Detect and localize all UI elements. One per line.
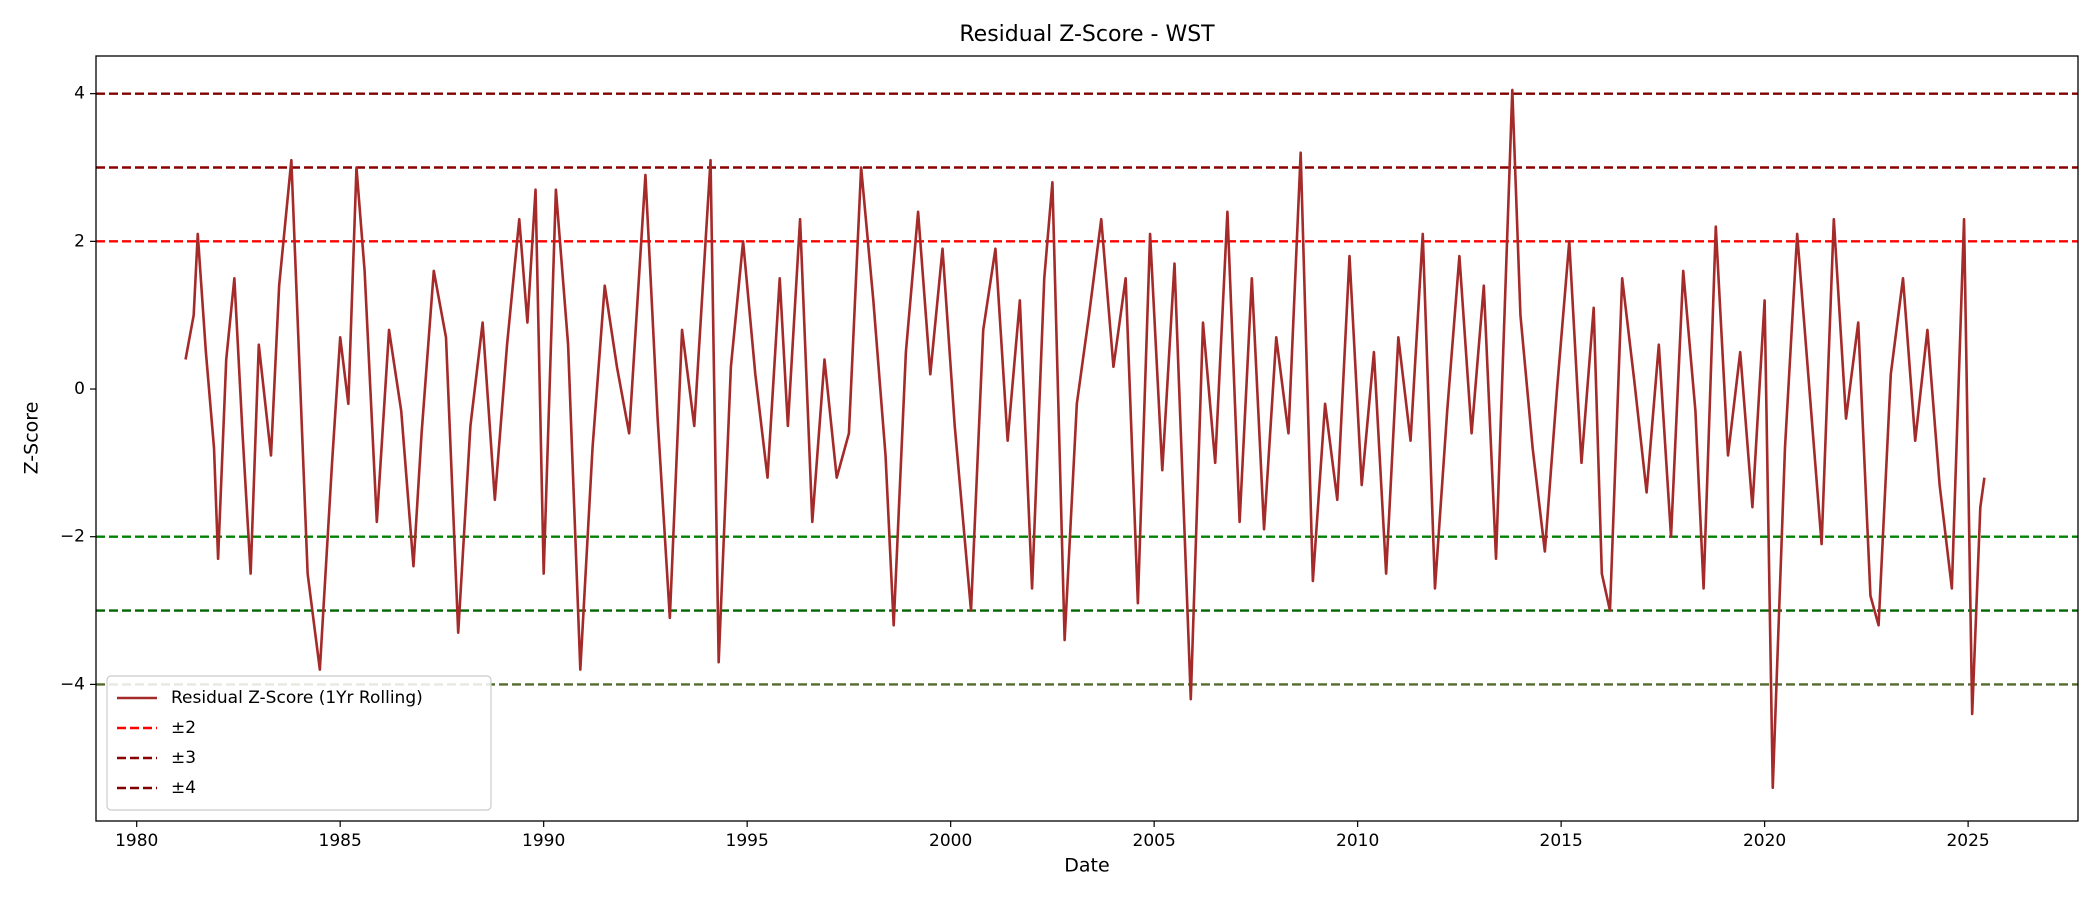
y-tick-label: 0 (74, 379, 85, 399)
x-tick-label: 1985 (319, 831, 362, 851)
x-tick-label: 2005 (1133, 831, 1176, 851)
y-tick-label: −2 (60, 527, 85, 547)
x-tick-label: 1995 (726, 831, 769, 851)
y-tick-label: −4 (60, 674, 85, 694)
x-tick-label: 2020 (1743, 831, 1786, 851)
legend-label: ±2 (171, 718, 196, 738)
x-tick-label: 2015 (1540, 831, 1583, 851)
legend-frame (106, 675, 492, 811)
chart-title: Residual Z-Score - WST (959, 22, 1215, 47)
x-axis-label: Date (1064, 855, 1109, 877)
x-tick-label: 2025 (1946, 831, 1989, 851)
y-tick-label: 2 (74, 231, 85, 251)
y-axis-label: Z-Score (21, 402, 43, 475)
x-tick-label: 1990 (522, 831, 565, 851)
series-line (184, 88, 1986, 790)
x-tick-label: 2000 (929, 831, 972, 851)
plot-frame (95, 55, 2079, 822)
legend-label: ±4 (171, 778, 196, 798)
x-tick-label: 1980 (115, 831, 158, 851)
legend-label: Residual Z-Score (1Yr Rolling) (171, 688, 423, 708)
y-tick-label: 4 (74, 84, 85, 104)
x-tick-label: 2010 (1336, 831, 1379, 851)
legend-label: ±3 (171, 748, 196, 768)
